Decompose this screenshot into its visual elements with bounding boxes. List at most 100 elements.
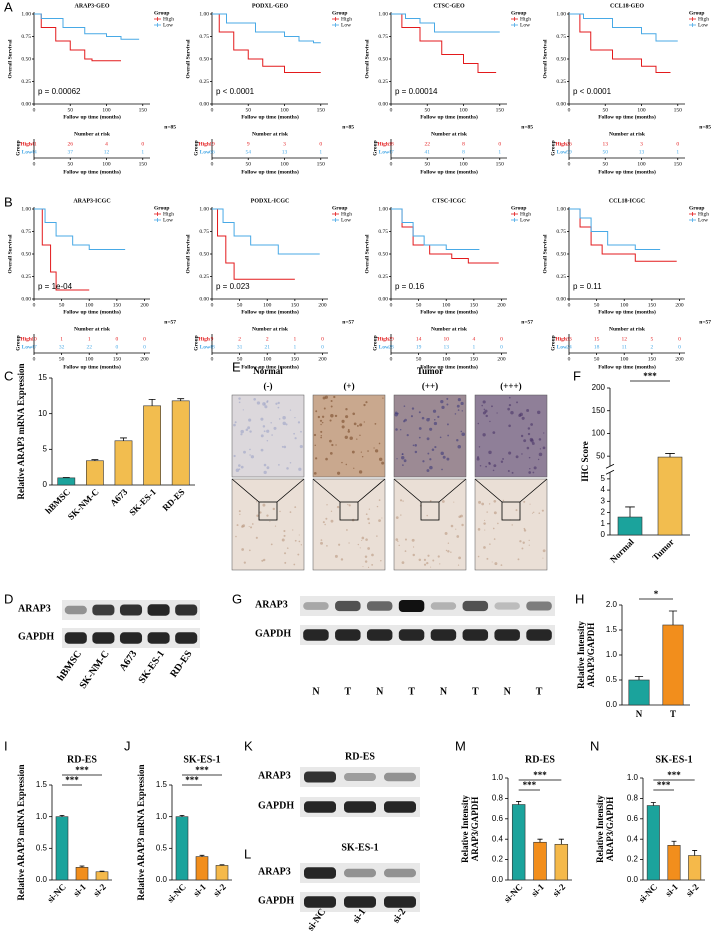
blot-band	[398, 629, 425, 641]
ihc-texture	[373, 447, 375, 449]
risk-count: 18	[594, 344, 600, 350]
error-bar	[179, 815, 185, 817]
bar	[667, 845, 681, 881]
legend-title: Group	[689, 10, 705, 16]
x-tick-label: 0	[211, 107, 214, 113]
p-value: p = 0.16	[395, 282, 425, 291]
legend-label: Low	[698, 217, 708, 223]
ihc-texture	[283, 445, 287, 449]
risk-count: 0	[676, 141, 679, 147]
ihc-texture	[429, 465, 433, 470]
blot-band	[430, 629, 457, 641]
y-tick-label: 0.75	[199, 34, 209, 40]
zoom-box	[258, 501, 278, 521]
ihc-texture	[488, 503, 491, 505]
ihc-texture	[352, 412, 356, 416]
y-tick-label: 0.50	[556, 251, 566, 257]
ihc-texture	[401, 453, 404, 455]
risk-count: 0	[678, 336, 681, 342]
y-tick-label: 0.2	[492, 855, 504, 864]
ihc-texture	[358, 470, 363, 474]
ihc-texture	[281, 538, 285, 542]
y-axis-label: ARAP3/GAPDH	[586, 623, 596, 688]
p-value: p = 0.00062	[38, 87, 81, 96]
ihc-texture	[264, 405, 268, 409]
ihc-texture	[528, 544, 530, 546]
bar	[57, 477, 76, 486]
ihc-texture	[457, 398, 461, 402]
y-tick-label: 0.25	[21, 274, 31, 280]
significance-label: ***	[195, 765, 209, 775]
legend-label: High	[520, 16, 531, 22]
x-tick-label: si-2	[551, 881, 568, 898]
ihc-texture	[414, 444, 417, 447]
panel-letter: M	[455, 738, 466, 753]
p-value: p = 0.023	[216, 282, 250, 291]
ihc-texture	[489, 543, 491, 545]
x-tick-label: 200	[140, 356, 149, 362]
ihc-texture	[250, 455, 255, 459]
ihc-texture	[321, 415, 325, 418]
x-tick-label: 200	[497, 302, 506, 308]
ihc-texture	[348, 542, 350, 544]
blot-band	[384, 801, 416, 813]
y-tick-label: 0.75	[21, 229, 31, 235]
p-value: p = 0.00014	[395, 87, 438, 96]
ihc-texture	[403, 459, 407, 463]
ihc-texture	[239, 513, 241, 515]
ihc-texture	[502, 458, 504, 460]
ihc-image	[474, 394, 548, 478]
legend-label: High	[698, 211, 709, 217]
ihc-texture	[325, 517, 328, 520]
ihc-texture	[313, 433, 317, 437]
ihc-texture	[325, 457, 328, 461]
ihc-texture	[418, 411, 421, 414]
x-axis-label: Follow up time (months)	[63, 308, 121, 315]
blot-lane-label: N	[312, 686, 320, 697]
ihc-texture	[284, 552, 287, 555]
risk-count: 8	[462, 149, 465, 155]
ihc-texture	[361, 539, 363, 542]
ihc-texture	[320, 436, 323, 439]
ihc-texture	[429, 499, 432, 502]
risk-count: 8	[462, 141, 465, 147]
bar	[175, 816, 189, 881]
ihc-texture	[521, 547, 524, 550]
chart-title: CTSC-GEO	[433, 3, 465, 9]
ihc-texture	[439, 563, 441, 565]
y-axis-label: Overall Survival	[364, 39, 370, 78]
y-tick-label: 0.25	[199, 79, 209, 85]
risk-count: 1	[293, 336, 296, 342]
risk-count: 1	[88, 336, 91, 342]
ihc-texture	[542, 549, 546, 553]
panel-letter: G	[232, 591, 242, 606]
x-tick-label: 50	[594, 356, 600, 362]
ihc-texture	[526, 446, 530, 450]
ihc-texture	[533, 466, 537, 470]
risk-count: 0	[321, 336, 324, 342]
ihc-texture	[322, 521, 325, 524]
y-tick-label: 0.50	[378, 56, 388, 62]
ihc-texture	[381, 461, 385, 465]
ihc-texture	[243, 561, 246, 564]
y-tick-label: 0.0	[627, 875, 639, 884]
x-tick-label: 0	[33, 356, 36, 362]
blot-lane-label: A673	[118, 649, 140, 674]
y-tick-label: 1.5	[156, 780, 168, 789]
error-bar	[120, 437, 127, 441]
ihc-texture	[418, 436, 421, 439]
chart-title: RD-ES	[525, 754, 555, 765]
ihc-texture	[337, 471, 341, 475]
zoom-lines	[393, 478, 467, 503]
ihc-texture	[253, 397, 256, 401]
risk-count: 32	[59, 344, 65, 350]
ihc-texture	[516, 401, 518, 404]
ihc-texture	[508, 424, 511, 428]
significance-label: *	[654, 589, 659, 599]
ihc-texture	[484, 409, 488, 413]
p-value: p = 1e-04	[38, 282, 73, 291]
risk-row-label: High	[198, 141, 210, 147]
legend-label: High	[341, 211, 352, 217]
y-axis-label: IHC Score	[580, 441, 590, 482]
survival-curve	[569, 13, 678, 42]
